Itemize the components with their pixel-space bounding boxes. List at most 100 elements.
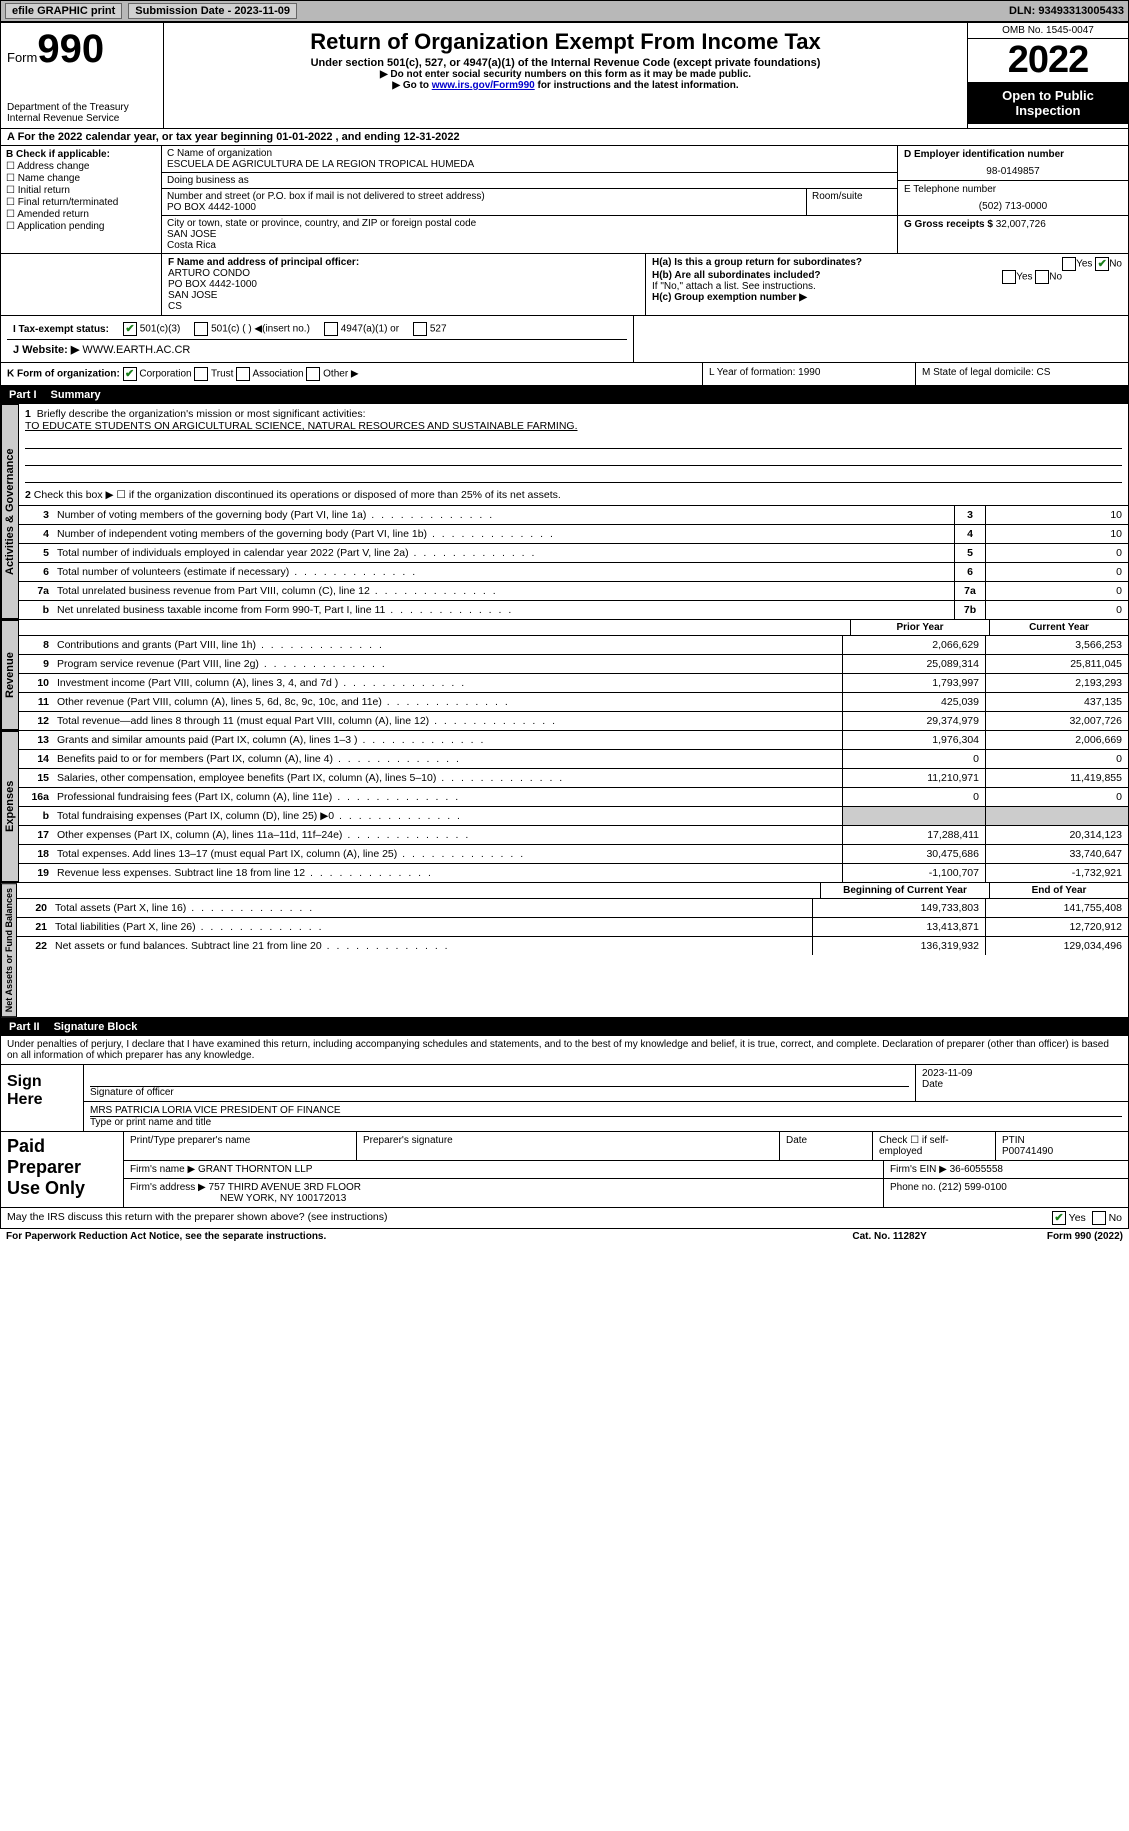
part1-num: Part I: [9, 389, 37, 401]
j-label: J Website: ▶: [13, 344, 79, 356]
table-row: 12Total revenue—add lines 8 through 11 (…: [19, 712, 1128, 730]
table-row: 8Contributions and grants (Part VIII, li…: [19, 636, 1128, 655]
chk-final-return[interactable]: Final return/terminated: [6, 197, 156, 208]
city-label: City or town, state or province, country…: [167, 218, 892, 229]
header-left: Form990 Department of the Treasury Inter…: [1, 23, 164, 128]
ppu-prep-name-label: Print/Type preparer's name: [124, 1132, 357, 1160]
chk-amended[interactable]: Amended return: [6, 209, 156, 220]
chk-501c3[interactable]: [123, 322, 137, 336]
irs-label: Internal Revenue Service: [7, 113, 157, 124]
col-b-spacer: [1, 254, 162, 315]
table-row: 13Grants and similar amounts paid (Part …: [19, 731, 1128, 750]
opt-501c: 501(c) ( ) ◀(insert no.): [211, 324, 310, 335]
chk-address-change[interactable]: Address change: [6, 161, 156, 172]
footer-left: For Paperwork Reduction Act Notice, see …: [6, 1231, 852, 1242]
tel-value: (502) 713-0000: [904, 201, 1122, 212]
part2-header: Part II Signature Block: [0, 1018, 1129, 1036]
gross-label: G Gross receipts $: [904, 219, 993, 230]
table-row: 15Salaries, other compensation, employee…: [19, 769, 1128, 788]
website-value: WWW.EARTH.AC.CR: [82, 344, 190, 356]
chk-501c[interactable]: [194, 322, 208, 336]
hdr-prior: Prior Year: [850, 620, 989, 635]
part1-title: Summary: [51, 389, 101, 401]
may-no-label: No: [1109, 1212, 1122, 1224]
tax-year: 2022: [968, 39, 1128, 82]
chk-name-change[interactable]: Name change: [6, 173, 156, 184]
may-yes-label: Yes: [1069, 1212, 1086, 1224]
form-container: Form990 Department of the Treasury Inter…: [0, 22, 1129, 386]
part2-title: Signature Block: [54, 1021, 138, 1033]
firm-ein: 36-6055558: [950, 1164, 1003, 1175]
table-row: 22Net assets or fund balances. Subtract …: [17, 937, 1128, 955]
subtitle-1: Under section 501(c), 527, or 4947(a)(1)…: [170, 57, 961, 69]
ppu-date-label: Date: [780, 1132, 873, 1160]
ha-no[interactable]: [1095, 257, 1109, 271]
chk-app-pending[interactable]: Application pending: [6, 221, 156, 232]
top-bar: efile GRAPHIC print Submission Date - 20…: [0, 0, 1129, 22]
chk-corp[interactable]: [123, 367, 137, 381]
dln-label: DLN: 93493313005433: [1009, 5, 1124, 17]
may-no[interactable]: [1092, 1211, 1106, 1225]
hdr-beginning: Beginning of Current Year: [820, 883, 989, 898]
penalty-text: Under penalties of perjury, I declare th…: [1, 1036, 1128, 1065]
table-row: 7aTotal unrelated business revenue from …: [19, 582, 1128, 601]
part1-header: Part I Summary: [0, 386, 1129, 404]
firm-name-label: Firm's name ▶: [130, 1164, 195, 1175]
chk-trust[interactable]: [194, 367, 208, 381]
part2-num: Part II: [9, 1021, 40, 1033]
footer-mid: Cat. No. 11282Y: [852, 1231, 926, 1242]
phone-value: (212) 599-0100: [938, 1182, 1006, 1193]
country-value: Costa Rica: [167, 240, 892, 251]
chk-initial-return[interactable]: Initial return: [6, 185, 156, 196]
may-text: May the IRS discuss this return with the…: [7, 1211, 1052, 1225]
table-row: 6Total number of volunteers (estimate if…: [19, 563, 1128, 582]
table-row: bNet unrelated business taxable income f…: [19, 601, 1128, 619]
section-net: Net Assets or Fund Balances: [1, 883, 17, 1017]
line1-desc: Briefly describe the organization's miss…: [37, 408, 366, 420]
table-row: 17Other expenses (Part IX, column (A), l…: [19, 826, 1128, 845]
chk-other[interactable]: [306, 367, 320, 381]
ha-yes[interactable]: [1062, 257, 1076, 271]
irs-link[interactable]: www.irs.gov/Form990: [432, 80, 535, 91]
may-discuss-row: May the IRS discuss this return with the…: [0, 1208, 1129, 1229]
table-row: 3Number of voting members of the governi…: [19, 506, 1128, 525]
hb-yes[interactable]: [1002, 270, 1016, 284]
city-value: SAN JOSE: [167, 229, 892, 240]
yes-label-2: Yes: [1016, 272, 1032, 283]
table-row: 4Number of independent voting members of…: [19, 525, 1128, 544]
ptin-label: PTIN: [1002, 1135, 1025, 1146]
dba-label: Doing business as: [162, 173, 897, 189]
table-row: 18Total expenses. Add lines 13–17 (must …: [19, 845, 1128, 864]
header-right: OMB No. 1545-0047 2022 Open to Public In…: [967, 23, 1128, 128]
gross-value: 32,007,726: [996, 219, 1046, 230]
opt-4947: 4947(a)(1) or: [341, 324, 399, 335]
opt-corp: Corporation: [139, 369, 191, 380]
sig-date: 2023-11-09: [922, 1068, 972, 1079]
tel-label: E Telephone number: [904, 184, 1122, 195]
officer-addr: PO BOX 4442-1000: [168, 279, 257, 290]
subtitle-2: ▶ Do not enter social security numbers o…: [170, 69, 961, 80]
line2-desc: Check this box ▶ ☐ if the organization d…: [34, 489, 561, 501]
row-a-period: A For the 2022 calendar year, or tax yea…: [1, 128, 1128, 145]
table-row: 20Total assets (Part X, line 16)149,733,…: [17, 899, 1128, 918]
footer-right: Form 990 (2022): [1047, 1231, 1123, 1242]
firm-addr-label: Firm's address ▶: [130, 1182, 206, 1193]
ein-value: 98-0149857: [904, 166, 1122, 177]
hb-no[interactable]: [1035, 270, 1049, 284]
table-row: bTotal fundraising expenses (Part IX, co…: [19, 807, 1128, 826]
table-row: 14Benefits paid to or for members (Part …: [19, 750, 1128, 769]
may-yes[interactable]: [1052, 1211, 1066, 1225]
opt-trust: Trust: [211, 369, 233, 380]
room-label: Room/suite: [807, 189, 897, 215]
chk-assoc[interactable]: [236, 367, 250, 381]
efile-print-button[interactable]: efile GRAPHIC print: [5, 3, 122, 19]
sign-here-label: Sign Here: [1, 1065, 84, 1131]
section-expenses: Expenses: [1, 731, 19, 882]
chk-4947[interactable]: [324, 322, 338, 336]
table-row: 11Other revenue (Part VIII, column (A), …: [19, 693, 1128, 712]
opt-527: 527: [430, 324, 447, 335]
form-number: 990: [37, 27, 104, 71]
chk-527[interactable]: [413, 322, 427, 336]
k-label: K Form of organization:: [7, 369, 120, 380]
signer-name: MRS PATRICIA LORIA VICE PRESIDENT OF FIN…: [90, 1105, 1122, 1117]
